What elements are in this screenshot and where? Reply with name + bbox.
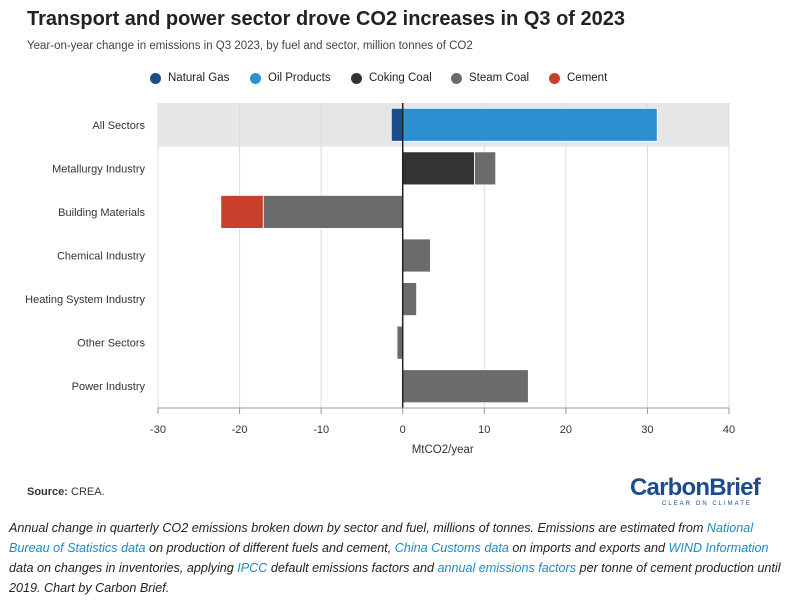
x-tick-label: 0 (400, 424, 406, 436)
link-annual-emissions-factors[interactable]: annual emissions factors (437, 561, 577, 575)
link-wind-information[interactable]: WIND Information (668, 541, 769, 555)
legend-label-natural-gas: Natural Gas (168, 72, 230, 84)
chart-subtitle: Year-on-year change in emissions in Q3 2… (27, 40, 473, 52)
bar-metallurgy-industry-steam-coal (474, 151, 497, 186)
category-label: Heating System Industry (25, 294, 145, 306)
link-ipcc[interactable]: IPCC (237, 561, 268, 575)
figure-caption: Annual change in quarterly CO2 emissions… (9, 518, 793, 598)
category-label: Metallurgy Industry (52, 163, 145, 175)
legend-label-steam-coal: Steam Coal (469, 72, 530, 84)
caption-text-5: default emissions factors and (267, 561, 438, 575)
bar-all-sectors-natural-gas (390, 107, 404, 142)
bar-heating-system-industry-steam-coal (402, 282, 417, 316)
caption-text-1: Annual change in quarterly CO2 emissions… (9, 521, 707, 535)
link-nbs-data[interactable]: National Bureau of Statistics data (9, 521, 754, 555)
chart-legend: Natural Gas Oil Products Coking Coal Ste… (0, 70, 800, 86)
legend-item-coking-coal[interactable]: Coking Coal (351, 70, 432, 86)
caption-text-4: data on changes in inventories, applying (9, 561, 238, 575)
category-label: Other Sectors (77, 338, 145, 350)
logo-wordmark: CarbonBrief (630, 474, 761, 501)
caption-text-3: on imports and exports and (508, 541, 669, 555)
legend-swatch-natural-gas (150, 72, 161, 84)
legend-item-cement[interactable]: Cement (549, 70, 607, 86)
logo-tagline: CLEAR ON CLIMATE (662, 501, 752, 507)
legend-swatch-cement (549, 72, 560, 84)
legend-label-oil-products: Oil Products (268, 72, 331, 84)
x-tick-label: -10 (313, 424, 329, 436)
category-label: Building Materials (58, 207, 145, 219)
source-label: Source: (27, 486, 68, 498)
bar-building-materials-cement (220, 195, 264, 229)
link-china-customs-data[interactable]: China Customs data (394, 541, 509, 555)
bar-metallurgy-industry-coking-coal (402, 151, 475, 186)
chart-title: Transport and power sector drove CO2 inc… (27, 8, 625, 30)
caption-text-2: on production of different fuels and cem… (145, 541, 395, 555)
carbonbrief-logo: CarbonBrief CLEAR ON CLIMATE (630, 474, 761, 510)
bar-other-sectors-steam-coal (396, 325, 404, 360)
x-tick-label: -30 (150, 424, 166, 436)
legend-swatch-coking-coal (351, 72, 362, 84)
caption-text-6: per tonne of cement production until 201… (9, 561, 781, 595)
category-label: Power Industry (72, 381, 146, 393)
legend-item-steam-coal[interactable]: Steam Coal (451, 70, 529, 86)
bar-all-sectors-oil-products (402, 107, 658, 142)
bar-chemical-industry-steam-coal (402, 238, 431, 273)
legend-item-natural-gas[interactable]: Natural Gas (150, 70, 229, 86)
legend-item-oil-products[interactable]: Oil Products (250, 70, 331, 86)
x-tick-label: 20 (560, 424, 572, 436)
x-tick-label: 40 (723, 424, 735, 436)
x-tick-label: -20 (232, 424, 248, 436)
source-note: Source: CREA. (27, 486, 105, 498)
category-label: Chemical Industry (57, 251, 146, 263)
category-label: All Sectors (92, 120, 145, 132)
x-tick-label: 30 (641, 424, 653, 436)
legend-label-cement: Cement (567, 72, 608, 84)
legend-swatch-steam-coal (451, 72, 462, 84)
source-text: CREA. (71, 486, 105, 498)
x-axis-title: MtCO2/year (412, 444, 474, 456)
bar-building-materials-steam-coal (262, 195, 404, 229)
bar-power-industry-steam-coal (402, 369, 529, 404)
bar-chart: -30 -20 -10 0 10 20 30 40 All Sectors Metallurgy … (25, 103, 735, 456)
x-tick-label: 10 (478, 424, 490, 436)
legend-swatch-oil-products (250, 72, 261, 84)
legend-label-coking-coal: Coking Coal (369, 72, 432, 84)
